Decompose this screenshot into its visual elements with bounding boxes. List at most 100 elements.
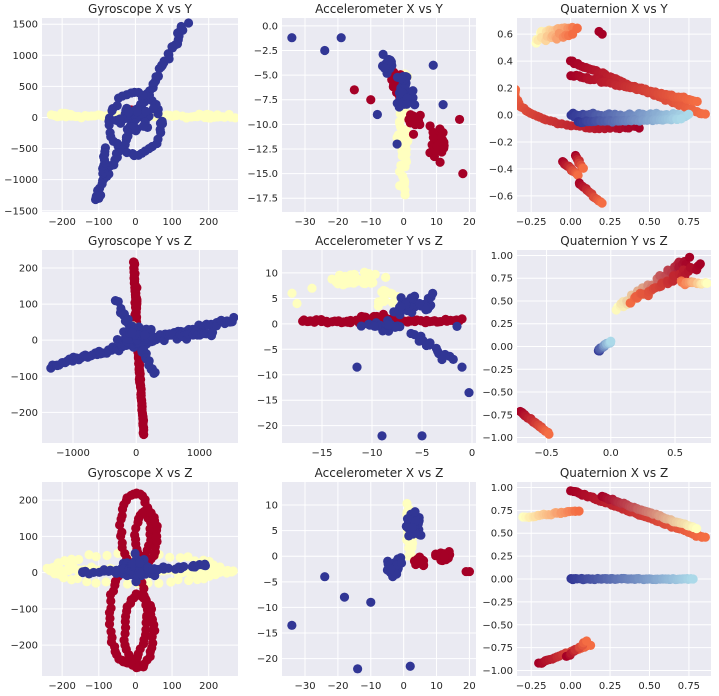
scatter-point (372, 109, 382, 120)
y-tick-label: 0 (272, 319, 278, 330)
y-tick-label: −0.4 (489, 164, 513, 175)
y-tick-label: 1500 (13, 20, 38, 31)
y-tick-label: −20 (257, 654, 278, 665)
scatter-point (428, 60, 438, 70)
scatter-point (123, 107, 134, 117)
scatter-point (410, 507, 420, 517)
panel-3: −0.25 0.00 0.25 0.50 0.75 −0.6 −0.4 −0.2 0.0 0.2 0… (489, 2, 711, 228)
x-tick-label: 20 (463, 217, 476, 228)
scatter-point (91, 578, 101, 588)
scatter-point (111, 565, 121, 575)
panel-title: Gyroscope Y vs Z (88, 234, 192, 248)
scatter-point (398, 149, 409, 159)
scatter-point (362, 275, 372, 285)
scatter-points (518, 486, 710, 668)
scatter-point (582, 636, 592, 646)
y-tick-label: −5 (263, 577, 278, 588)
scatter-point (151, 532, 161, 542)
scatter-point (104, 120, 114, 130)
scatter-point (66, 554, 77, 564)
y-tick-label: −7.5 (254, 95, 278, 106)
x-tick-label: −200 (48, 217, 75, 228)
scatter-point (384, 320, 394, 330)
scatter-point (166, 577, 176, 587)
scatter-point (183, 18, 194, 28)
scatter-point (386, 564, 396, 574)
scatter-point (287, 33, 297, 43)
scatter-point (228, 566, 238, 576)
x-tick-label: 0.25 (599, 217, 621, 228)
x-tick-label: 0.25 (599, 681, 621, 692)
y-tick-label: 100 (19, 532, 38, 543)
scatter-points (46, 257, 238, 440)
x-tick-label: 200 (199, 217, 218, 228)
x-tick-label: 10 (430, 217, 443, 228)
scatter-point (320, 45, 330, 56)
scatter-point (74, 554, 84, 565)
x-tick-label: −0.25 (516, 217, 547, 228)
x-tick-label: 0.75 (678, 681, 700, 692)
scatter-point (176, 21, 186, 32)
panel-5: −15 −10 −5 0 −20 −15 −10 −5 0 5 10 Accelerometer Y … (257, 234, 476, 459)
x-tick-label: 0.5 (667, 448, 683, 459)
scatter-point (207, 327, 218, 338)
scatter-point (410, 100, 420, 110)
scatter-point (132, 106, 142, 117)
scatter-point (437, 354, 447, 365)
scatter-point (402, 99, 412, 109)
scatter-point (414, 298, 425, 309)
scatter-point (287, 620, 297, 630)
scatter-point (381, 272, 391, 282)
scatter-point (695, 259, 705, 269)
y-tick-label: −2.5 (254, 46, 278, 57)
scatter-point (127, 328, 137, 338)
scatter-point (700, 109, 710, 119)
y-tick-label: 0.25 (491, 319, 513, 330)
y-tick-label: −200 (11, 641, 38, 652)
scatter-point (359, 267, 370, 277)
scatter-point (366, 597, 376, 607)
scatter-point (396, 558, 407, 568)
x-tick-label: 100 (163, 681, 182, 692)
y-tick-label: 0.75 (491, 274, 513, 285)
y-tick-label: 200 (19, 496, 38, 507)
scatter-point (150, 626, 160, 636)
scatter-point (147, 332, 157, 342)
panel-title: Accelerometer X vs Z (315, 466, 444, 480)
scatter-point (396, 74, 406, 84)
scatter-point (140, 330, 150, 340)
x-tick-label: −30 (294, 217, 315, 228)
panel-title: Accelerometer Y vs Z (315, 234, 443, 248)
y-tick-label: 0.6 (497, 30, 513, 41)
scatter-point (400, 190, 410, 200)
scatter-point (122, 579, 133, 589)
scatter-point (402, 514, 413, 524)
scatter-point (183, 552, 193, 562)
y-tick-label: 1.00 (491, 483, 513, 494)
y-tick-label: −100 (11, 372, 38, 383)
y-tick-label: 1.00 (491, 251, 513, 262)
scatter-point (373, 301, 383, 311)
scatter-point (457, 362, 467, 372)
scatter-point (404, 531, 414, 541)
x-tick-label: −10 (360, 217, 381, 228)
scatter-point (165, 552, 175, 562)
y-tick-label: 0.4 (497, 57, 513, 68)
x-tick-label: −20 (327, 681, 348, 692)
scatter-point (392, 139, 402, 149)
y-tick-label: −1000 (4, 175, 38, 186)
y-tick-label: 0.00 (491, 342, 513, 353)
scatter-point (135, 568, 145, 579)
scatter-point (405, 661, 415, 671)
x-tick-label: 0 (400, 681, 406, 692)
scatter-point (148, 103, 159, 114)
y-tick-label: −15 (257, 629, 278, 640)
y-tick-label: −1.00 (482, 666, 513, 677)
scatter-points (517, 22, 710, 208)
scatter-point (454, 114, 465, 125)
scatter-points (42, 488, 238, 673)
scatter-point (91, 552, 101, 562)
scatter-point (157, 119, 168, 129)
scatter-point (179, 561, 189, 572)
y-tick-label: −0.25 (482, 597, 513, 608)
